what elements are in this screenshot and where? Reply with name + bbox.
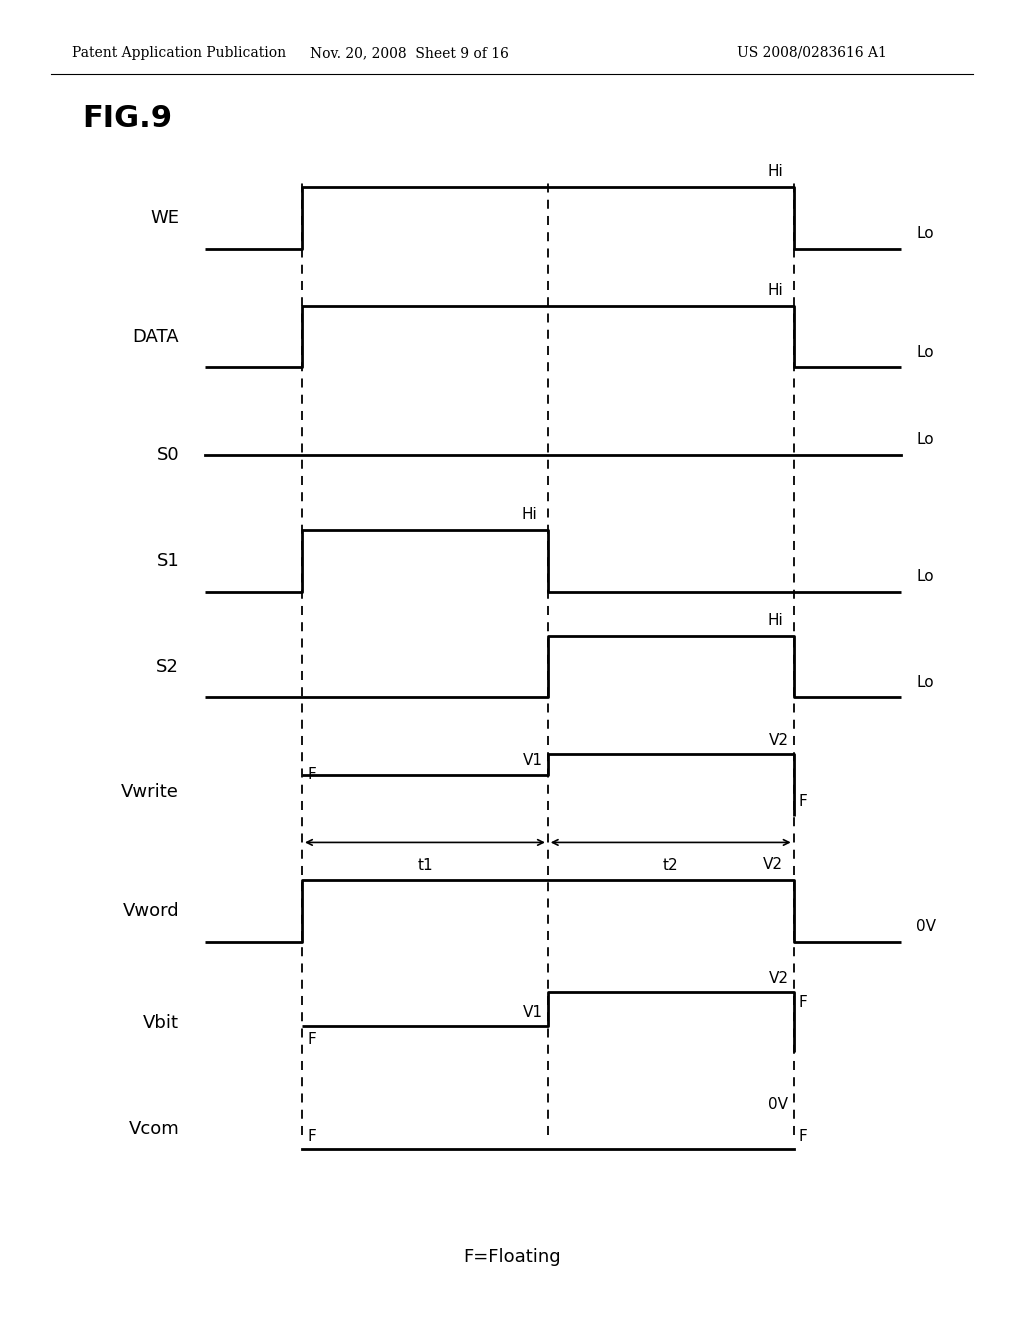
Text: Lo: Lo [916,675,934,689]
Text: F: F [307,1031,316,1047]
Text: F=Floating: F=Floating [463,1247,561,1266]
Text: Vwrite: Vwrite [121,783,179,801]
Text: S1: S1 [157,552,179,570]
Text: t2: t2 [663,858,679,874]
Text: V2: V2 [763,857,783,873]
Text: F: F [307,767,316,783]
Text: Lo: Lo [916,433,934,447]
Text: Nov. 20, 2008  Sheet 9 of 16: Nov. 20, 2008 Sheet 9 of 16 [310,46,509,59]
Text: S0: S0 [157,446,179,465]
Text: Vcom: Vcom [128,1119,179,1138]
Text: Hi: Hi [768,282,783,298]
Text: t1: t1 [417,858,433,874]
Text: 0V: 0V [768,1097,788,1113]
Text: V1: V1 [522,1005,543,1020]
Text: V1: V1 [522,754,543,768]
Text: Lo: Lo [916,226,934,240]
Text: Hi: Hi [522,507,538,523]
Text: DATA: DATA [132,327,179,346]
Text: Lo: Lo [916,569,934,583]
Text: V2: V2 [768,733,788,747]
Text: 0V: 0V [916,919,937,933]
Text: Vbit: Vbit [143,1014,179,1032]
Text: WE: WE [151,209,179,227]
Text: US 2008/0283616 A1: US 2008/0283616 A1 [737,46,887,59]
Text: FIG.9: FIG.9 [82,104,172,133]
Text: F: F [307,1129,316,1144]
Text: F: F [799,995,808,1010]
Text: V2: V2 [768,970,788,986]
Text: Patent Application Publication: Patent Application Publication [72,46,286,59]
Text: Hi: Hi [768,164,783,180]
Text: Vword: Vword [123,902,179,920]
Text: F: F [799,795,808,809]
Text: F: F [799,1129,808,1144]
Text: Hi: Hi [768,612,783,628]
Text: Lo: Lo [916,345,934,359]
Text: S2: S2 [157,657,179,676]
